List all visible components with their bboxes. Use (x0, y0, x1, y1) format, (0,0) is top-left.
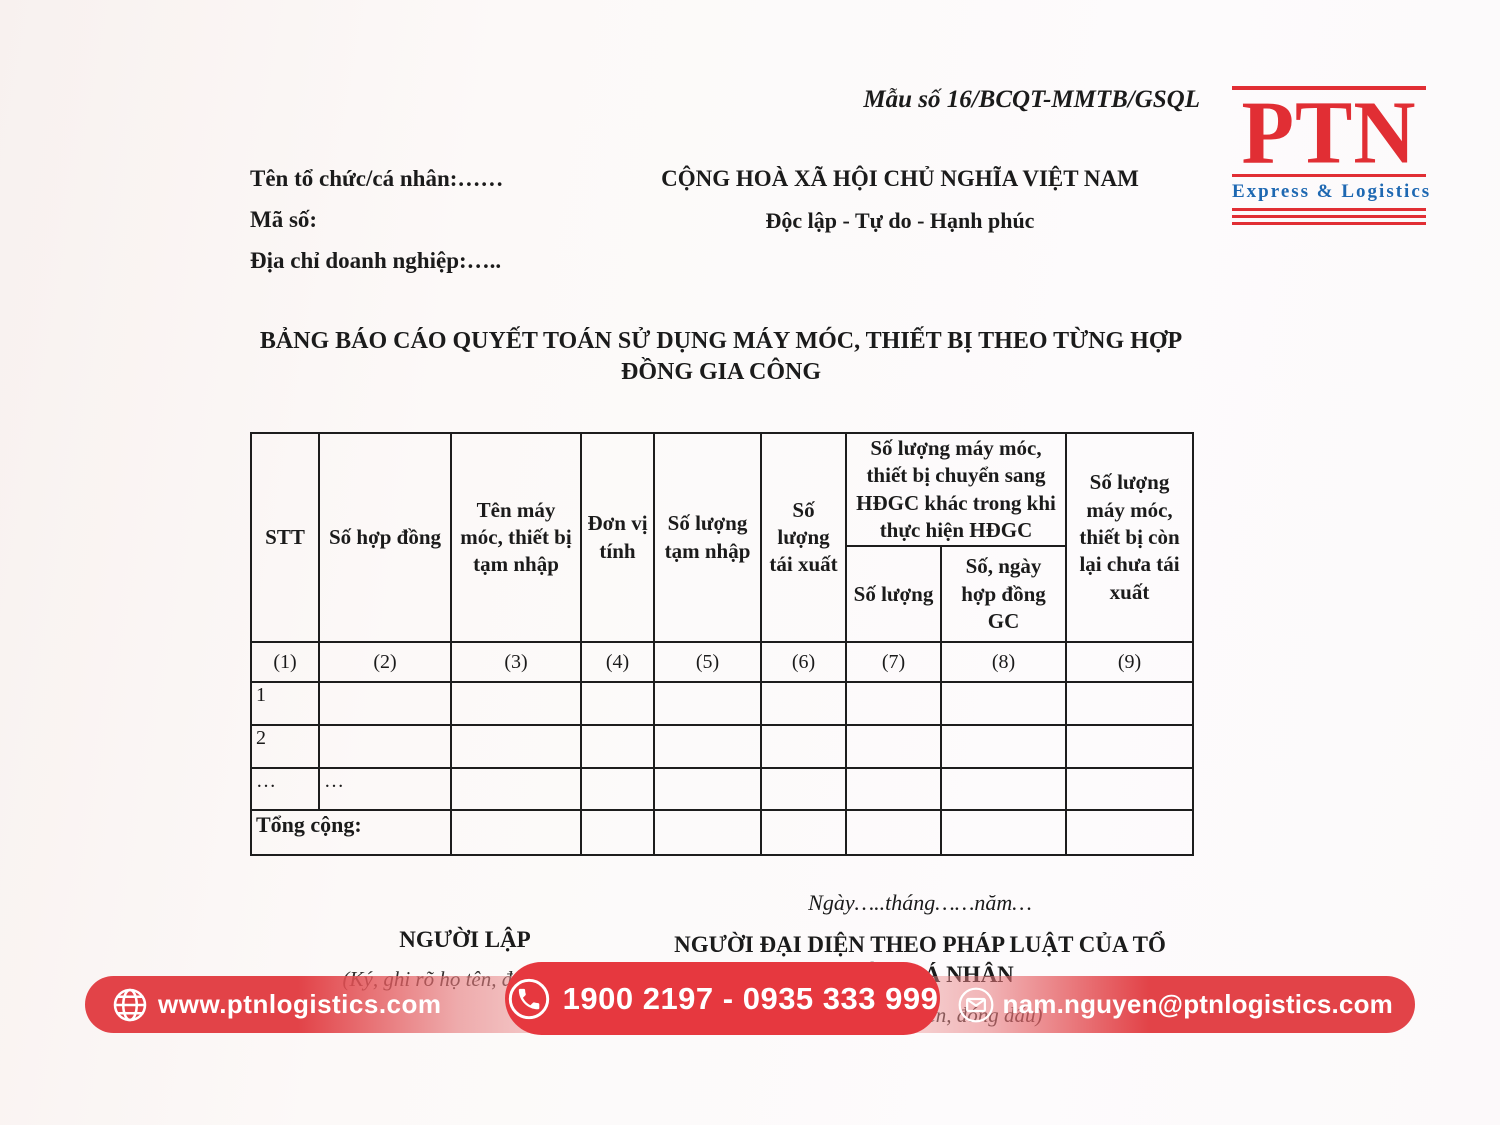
total-row: Tổng cộng: (250, 809, 1194, 857)
col-num: (7) (845, 641, 942, 684)
tax-code-label: Mã số: (250, 207, 318, 232)
row-ellipsis: … (318, 767, 452, 812)
th-qty-temp-import: Số lượng tạm nhập (653, 431, 762, 644)
logo-tagline: Express & Logistics (1232, 181, 1432, 203)
th-group-transfer: Số lượng máy móc, thiết bị chuyển sang H… (845, 431, 1067, 548)
report-table: STT Số hợp đồng Tên máy móc, thiết bị tạ… (250, 431, 1194, 857)
phone-icon (507, 977, 551, 1021)
ptn-logo: PTN Express & Logistics (1232, 81, 1432, 226)
th-group-contract: Số, ngày hợp đồng GC (940, 545, 1067, 644)
website-link[interactable]: www.ptnlogistics.com (112, 976, 442, 1033)
th-machine-name: Tên máy móc, thiết bị tạm nhập (450, 431, 582, 644)
form-title: BẢNG BÁO CÁO QUYẾT TOÁN SỬ DỤNG MÁY MÓC,… (259, 328, 1183, 385)
th-qty-remaining: Số lượng máy móc, thiết bị còn lại chưa … (1065, 431, 1194, 644)
phone-button[interactable]: 1900 2197 - 0935 333 999 (505, 962, 940, 1035)
motto-line-1: CỘNG HOÀ XÃ HỘI CHỦ NGHĨA VIỆT NAM (661, 166, 1139, 191)
col-num: (6) (760, 641, 847, 684)
email-link[interactable]: nam.nguyen@ptnlogistics.com (957, 976, 1393, 1033)
th-qty-reexport: Số lượng tái xuất (760, 431, 847, 644)
phone-number: 1900 2197 - 0935 333 999 (562, 980, 939, 1016)
date-line: Ngày…..tháng……năm… (808, 890, 1032, 915)
row-index: 2 (250, 724, 320, 770)
col-num: (9) (1065, 641, 1194, 684)
table-row: … … (250, 767, 1194, 812)
th-unit: Đơn vị tính (580, 431, 655, 644)
logo-top-rule (1232, 86, 1426, 90)
table-row: 1 (250, 681, 1194, 727)
form-code: Mẫu số 16/BCQT-MMTB/GSQL (863, 86, 1200, 113)
logo-rule (1232, 222, 1426, 226)
logo-wordmark: PTN (1241, 81, 1417, 183)
th-group-qty: Số lượng (845, 545, 942, 644)
table-row: 2 (250, 724, 1194, 770)
national-motto: CỘNG HOÀ XÃ HỘI CHỦ NGHĨA VIỆT NAM Độc l… (620, 166, 1180, 234)
email-icon (957, 986, 995, 1024)
address-label: Địa chỉ doanh nghiệp:….. (250, 248, 502, 273)
col-num: (3) (450, 641, 582, 684)
logo-rule (1232, 174, 1426, 178)
org-name-label: Tên tổ chức/cá nhân:…… (250, 166, 504, 191)
col-num: (8) (940, 641, 1067, 684)
th-stt: STT (250, 431, 320, 644)
row-index: 1 (250, 681, 320, 727)
col-num: (1) (250, 641, 320, 684)
org-info-block: Tên tổ chức/cá nhân:…… Mã số: Địa chỉ do… (250, 166, 503, 289)
motto-line-2: Độc lập - Tự do - Hạnh phúc (765, 208, 1035, 233)
logo-rule (1232, 215, 1426, 219)
globe-icon (112, 987, 148, 1023)
total-label: Tổng cộng: (250, 809, 452, 857)
col-num: (2) (318, 641, 452, 684)
row-index: … (250, 767, 320, 812)
website-text: www.ptnlogistics.com (158, 989, 442, 1019)
signer-title-left: NGƯỜI LẬP (399, 927, 531, 952)
th-contract-no: Số hợp đồng (318, 431, 452, 644)
col-num: (4) (580, 641, 655, 684)
logo-rule (1232, 208, 1426, 212)
col-num: (5) (653, 641, 762, 684)
email-text: nam.nguyen@ptnlogistics.com (1002, 989, 1393, 1019)
column-number-row: (1) (2) (3) (4) (5) (6) (7) (8) (9) (250, 641, 1194, 684)
